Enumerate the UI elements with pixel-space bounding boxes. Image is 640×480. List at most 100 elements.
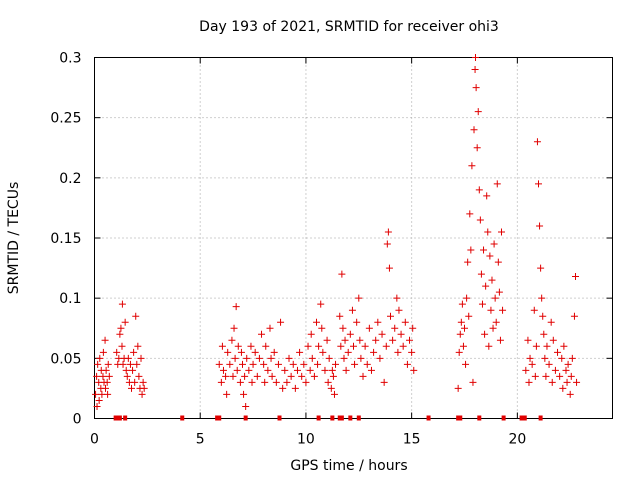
data-point bbox=[389, 336, 397, 344]
data-point bbox=[463, 294, 471, 302]
data-point bbox=[536, 222, 544, 230]
data-point bbox=[131, 378, 139, 386]
data-point bbox=[104, 390, 112, 398]
rug-marker bbox=[426, 415, 431, 421]
data-point bbox=[324, 378, 332, 386]
data-point bbox=[340, 354, 348, 362]
data-point bbox=[266, 324, 274, 332]
data-point bbox=[255, 354, 263, 362]
data-point bbox=[134, 342, 142, 350]
rug-marker bbox=[522, 415, 527, 421]
data-point bbox=[327, 384, 335, 392]
data-point bbox=[224, 348, 232, 356]
data-point bbox=[336, 312, 344, 320]
data-point bbox=[374, 318, 382, 326]
data-point bbox=[233, 366, 241, 374]
data-point bbox=[524, 336, 532, 344]
axis-ticks bbox=[94, 57, 613, 419]
rug-marker bbox=[456, 415, 461, 421]
rug-marker bbox=[458, 415, 463, 421]
data-point bbox=[482, 282, 490, 290]
data-point bbox=[540, 330, 548, 338]
data-point bbox=[566, 390, 574, 398]
data-point bbox=[287, 372, 295, 380]
data-point bbox=[344, 348, 352, 356]
x-tick-label: 5 bbox=[196, 432, 205, 448]
data-point bbox=[572, 273, 579, 281]
data-point bbox=[236, 378, 244, 386]
data-point bbox=[541, 354, 549, 362]
data-point bbox=[95, 396, 103, 404]
data-point bbox=[318, 324, 326, 332]
data-point bbox=[488, 276, 496, 284]
chart-title: Day 193 of 2021, SRMTID for receiver ohi… bbox=[199, 19, 499, 35]
data-point bbox=[470, 126, 478, 134]
data-point bbox=[472, 84, 480, 92]
data-point bbox=[279, 384, 287, 392]
data-point bbox=[461, 324, 468, 332]
data-point bbox=[457, 318, 465, 326]
data-point bbox=[101, 384, 109, 392]
data-point bbox=[471, 66, 479, 74]
data-point bbox=[117, 324, 125, 332]
data-point bbox=[329, 372, 337, 380]
data-point bbox=[293, 366, 301, 374]
data-point bbox=[132, 312, 140, 320]
data-point bbox=[328, 366, 336, 374]
rug-marker bbox=[348, 415, 353, 421]
data-point bbox=[245, 366, 253, 374]
data-point bbox=[272, 378, 280, 386]
data-point bbox=[485, 342, 493, 350]
data-point bbox=[118, 342, 126, 350]
data-point bbox=[308, 354, 316, 362]
data-point bbox=[99, 348, 107, 356]
data-point bbox=[277, 318, 285, 326]
data-point bbox=[530, 306, 538, 314]
data-point bbox=[337, 342, 345, 350]
data-point bbox=[137, 354, 145, 362]
rug-marker bbox=[519, 415, 524, 421]
data-point bbox=[531, 372, 539, 380]
data-point bbox=[298, 372, 306, 380]
data-point bbox=[383, 240, 391, 248]
data-point bbox=[138, 390, 146, 398]
data-point bbox=[522, 366, 530, 374]
data-point bbox=[533, 138, 541, 146]
data-point bbox=[471, 54, 479, 61]
rug-marker bbox=[215, 415, 220, 421]
data-point bbox=[228, 336, 236, 344]
rug-marker bbox=[180, 415, 185, 421]
data-point bbox=[468, 162, 476, 170]
x-tick-label: 15 bbox=[403, 432, 421, 448]
data-point bbox=[307, 330, 315, 338]
rug-marker bbox=[538, 415, 543, 421]
data-point bbox=[554, 348, 562, 356]
y-axis-tick-labels: 0 0.05 0.1 0.15 0.2 0.25 0.3 bbox=[50, 51, 81, 428]
data-point bbox=[464, 258, 472, 266]
y-tick-label: 0.25 bbox=[50, 111, 81, 127]
data-point bbox=[483, 192, 491, 200]
data-point bbox=[532, 342, 540, 350]
data-point bbox=[562, 366, 570, 374]
data-point bbox=[126, 360, 134, 368]
rug-marker bbox=[113, 415, 118, 421]
data-point bbox=[285, 354, 293, 362]
data-point bbox=[394, 348, 402, 356]
data-point bbox=[355, 294, 363, 302]
data-point bbox=[543, 342, 551, 350]
data-point bbox=[217, 378, 225, 386]
data-point bbox=[240, 390, 248, 398]
data-point bbox=[317, 300, 325, 308]
data-point bbox=[133, 360, 141, 368]
data-point bbox=[323, 336, 331, 344]
data-point bbox=[103, 378, 111, 386]
grid-lines bbox=[94, 57, 613, 419]
data-point bbox=[330, 390, 338, 398]
data-point bbox=[568, 354, 576, 362]
data-point bbox=[99, 372, 107, 380]
y-tick-label: 0.15 bbox=[50, 231, 81, 247]
data-point bbox=[473, 144, 481, 152]
x-axis-label: GPS time / hours bbox=[290, 458, 407, 474]
data-point bbox=[239, 360, 246, 368]
